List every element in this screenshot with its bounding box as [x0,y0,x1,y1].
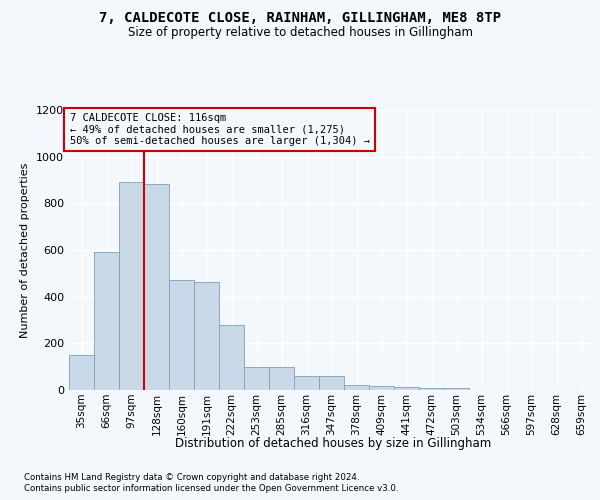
Bar [169,280,194,390]
Text: Distribution of detached houses by size in Gillingham: Distribution of detached houses by size … [175,438,491,450]
Bar [119,182,144,390]
Bar [244,366,269,390]
Y-axis label: Number of detached properties: Number of detached properties [20,162,31,338]
Bar [319,376,344,390]
Bar [369,386,394,390]
Text: Contains HM Land Registry data © Crown copyright and database right 2024.: Contains HM Land Registry data © Crown c… [24,472,359,482]
Text: Contains public sector information licensed under the Open Government Licence v3: Contains public sector information licen… [24,484,398,493]
Bar [269,366,294,390]
Bar [344,385,369,390]
Bar [294,376,319,390]
Bar [444,388,469,390]
Bar [394,387,419,390]
Bar [144,184,169,390]
Text: 7, CALDECOTE CLOSE, RAINHAM, GILLINGHAM, ME8 8TP: 7, CALDECOTE CLOSE, RAINHAM, GILLINGHAM,… [99,11,501,25]
Bar [219,324,244,390]
Bar [94,252,119,390]
Bar [419,388,444,390]
Text: Size of property relative to detached houses in Gillingham: Size of property relative to detached ho… [128,26,473,39]
Bar [69,355,94,390]
Bar [194,282,219,390]
Text: 7 CALDECOTE CLOSE: 116sqm
← 49% of detached houses are smaller (1,275)
50% of se: 7 CALDECOTE CLOSE: 116sqm ← 49% of detac… [70,113,370,146]
